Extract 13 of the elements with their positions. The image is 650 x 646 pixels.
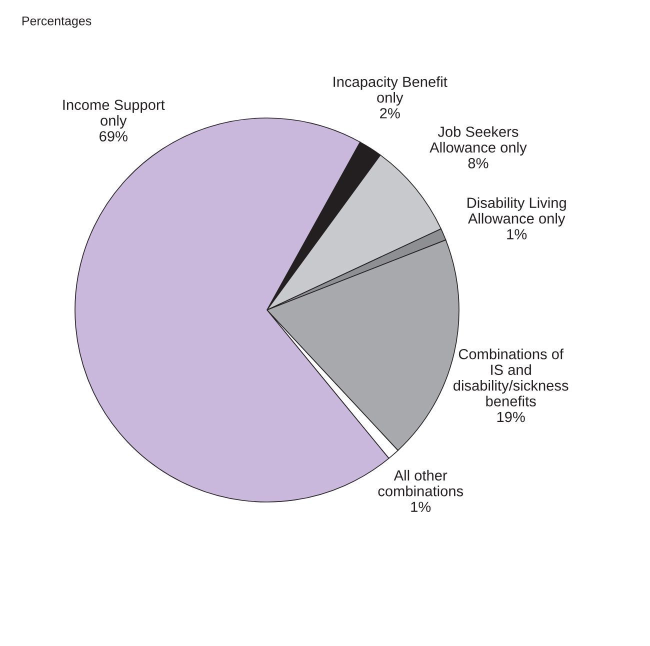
data-label: 1%: [411, 502, 431, 512]
slice-label: Income Support only: [63, 100, 165, 129]
slice-label: Disability Living Allowance only: [468, 197, 566, 227]
slice-label: All other combinations: [378, 470, 464, 496]
data-label: 2%: [380, 108, 400, 118]
data-label: 8%: [468, 158, 488, 168]
text: Percentages: [22, 16, 92, 28]
data-label: 1%: [507, 229, 527, 240]
slice-label: Job Seekers Allowance only: [430, 126, 527, 156]
slice-label: Incapacity Benefit only: [334, 76, 448, 106]
data-label: 69%: [100, 131, 128, 142]
slice-label: Combinations of IS and disability/sickness benefits: [454, 348, 568, 406]
data-label: 19%: [497, 412, 525, 422]
